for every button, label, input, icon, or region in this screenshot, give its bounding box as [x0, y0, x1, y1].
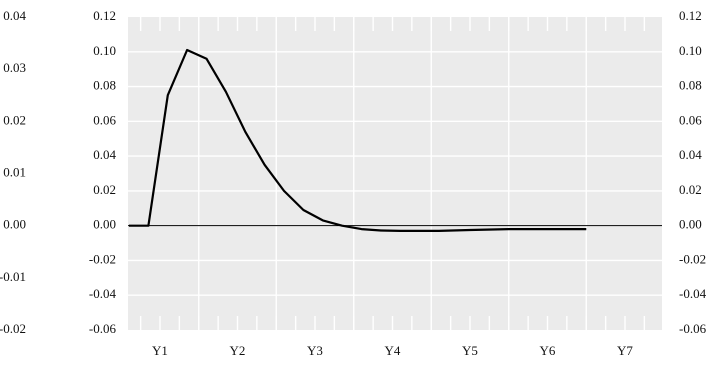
- y-tick-label-right: 0.06: [679, 112, 702, 127]
- y-tick-label-right: -0.02: [679, 251, 706, 266]
- y-tick-label-outer: 0.02: [3, 112, 26, 127]
- plot-background: [128, 17, 662, 330]
- minor-tick-marks: [139, 17, 646, 330]
- y-tick-label-left: -0.04: [89, 286, 117, 301]
- y-tick-label-right: 0.00: [679, 217, 702, 232]
- y-tick-label-left: 0.10: [93, 43, 116, 58]
- x-tick-label: Y6: [540, 343, 556, 358]
- series-line: [129, 48, 587, 232]
- y-tick-label-right: 0.08: [679, 78, 702, 93]
- y-tick-label-outer: 0.00: [3, 217, 26, 232]
- y-tick-label-outer: 0.03: [3, 60, 26, 75]
- y-tick-label-outer: -0.01: [0, 269, 26, 284]
- right-axis: 0.12 0.10 0.08 0.06 0.04 0.02 0.00 -0.02 -0.04 -0…: [679, 8, 707, 336]
- y-tick-label-left: -0.06: [89, 321, 117, 336]
- x-axis: Y1 Y2 Y3 Y4 Y5 Y6 Y7: [152, 343, 633, 358]
- x-tick-label: Y3: [307, 343, 323, 358]
- y-tick-label-left: 0.00: [93, 217, 116, 232]
- x-tick-label: Y5: [462, 343, 478, 358]
- y-tick-label-outer: 0.04: [3, 8, 26, 23]
- x-tick-label: Y7: [617, 343, 633, 358]
- y-tick-label-right: -0.06: [679, 321, 707, 336]
- y-tick-label-left: 0.04: [93, 147, 116, 162]
- y-tick-label-right: 0.04: [679, 147, 702, 162]
- y-tick-label-outer: 0.01: [3, 164, 26, 179]
- left-outer-axis: 0.04 0.03 0.02 0.01 0.00 -0.01 -0.02: [0, 8, 27, 336]
- y-tick-label-left: -0.02: [89, 251, 116, 266]
- y-tick-label-left: 0.12: [93, 8, 116, 23]
- y-tick-label-right: 0.12: [679, 8, 702, 23]
- y-tick-label-left: 0.02: [93, 182, 116, 197]
- x-tick-label: Y4: [385, 343, 401, 358]
- y-tick-label-right: 0.10: [679, 43, 702, 58]
- y-tick-label-right: -0.04: [679, 286, 707, 301]
- y-tick-label-outer: -0.02: [0, 321, 26, 336]
- y-tick-label-right: 0.02: [679, 182, 702, 197]
- y-tick-label-left: 0.06: [93, 112, 116, 127]
- x-tick-label: Y1: [152, 343, 168, 358]
- x-tick-label: Y2: [230, 343, 246, 358]
- left-axis: 0.12 0.10 0.08 0.06 0.04 0.02 0.00 -0.02 -0.04 -0…: [89, 8, 117, 336]
- y-tick-label-left: 0.08: [93, 78, 116, 93]
